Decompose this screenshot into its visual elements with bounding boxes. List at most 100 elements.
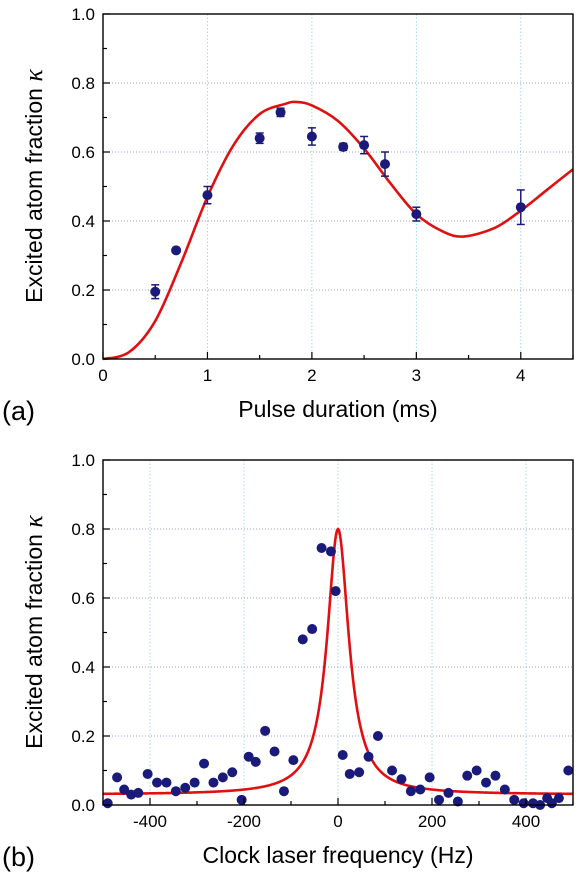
panel-a-grid bbox=[103, 14, 573, 359]
panel-b-data-point bbox=[236, 794, 247, 805]
panel-a-y-tick-label: 0.8 bbox=[71, 74, 95, 93]
panel-b-data-point bbox=[161, 777, 172, 788]
panel-b-y-tick-label: 1.0 bbox=[71, 451, 95, 470]
panel-b-data-point bbox=[278, 786, 289, 797]
panel-b-data-point bbox=[227, 767, 238, 778]
panel-a-y-axis-kappa-symbol: κ bbox=[19, 69, 48, 82]
panel-a-fit-line bbox=[102, 100, 574, 361]
panel-a-y-tick-label: 0.4 bbox=[71, 212, 95, 231]
panel-a-data-point bbox=[380, 159, 390, 170]
panel-a-data-point bbox=[359, 140, 370, 151]
panel-b-data-point bbox=[250, 756, 261, 767]
panel-a-chart: 0 1 2 3 4 0.0 0.2 0.4 0.6 0.8 1.0 Pulse duration (… bbox=[2, 5, 574, 426]
panel-b-label: (b) bbox=[2, 842, 35, 872]
panel-b-data-point bbox=[452, 796, 463, 807]
panel-b-data-point bbox=[344, 768, 355, 779]
panel-a-data-point bbox=[411, 209, 422, 220]
panel-b-x-tick-label: -200 bbox=[227, 812, 261, 831]
panel-b-data-point bbox=[443, 787, 454, 798]
panel-a-data-point bbox=[275, 107, 286, 118]
panel-b-y-axis-kappa-symbol: κ bbox=[19, 515, 48, 528]
panel-a-data-point bbox=[171, 245, 182, 256]
panel-a-x-tick-label: 4 bbox=[516, 366, 525, 385]
panel-b-data-point bbox=[112, 772, 123, 783]
panel-a-y-tick-label: 0.2 bbox=[71, 281, 95, 300]
panel-a-data-point bbox=[306, 131, 317, 142]
panel-b-x-tick-label: 400 bbox=[512, 812, 540, 831]
panel-b-data-points bbox=[102, 542, 574, 810]
panel-b-data-point bbox=[518, 798, 529, 809]
panel-a-data-point bbox=[150, 286, 161, 297]
panel-a-y-tick-label: 0.6 bbox=[71, 143, 95, 162]
panel-b-data-point bbox=[199, 758, 210, 769]
panel-b-data-point bbox=[243, 751, 254, 762]
panel-b-y-axis-label: Excited atom fraction κ bbox=[19, 515, 48, 749]
panel-b-y-tick-label: 0.4 bbox=[71, 658, 95, 677]
panel-a-data-point bbox=[338, 141, 349, 152]
panel-b-y-tick-label: 0.6 bbox=[71, 589, 95, 608]
panel-b-data-point bbox=[307, 624, 318, 635]
panel-b-data-point bbox=[170, 786, 181, 797]
panel-b-data-point bbox=[354, 767, 365, 778]
panel-b-data-point bbox=[297, 634, 308, 645]
panel-b-x-tick-label: -400 bbox=[133, 812, 167, 831]
panel-a-data-point bbox=[515, 202, 526, 213]
panel-b-chart: -400 -200 0 200 400 0.0 0.2 0.4 0.6 0.8 1.0 Clock … bbox=[2, 451, 574, 872]
panel-b-data-point bbox=[217, 772, 228, 783]
panel-b-grid bbox=[103, 460, 573, 805]
panel-b-data-point bbox=[415, 784, 426, 795]
panel-b-data-point bbox=[499, 784, 510, 795]
panel-a-x-tick-label: 3 bbox=[412, 366, 421, 385]
panel-a-plot-frame bbox=[102, 13, 574, 360]
panel-b-y-tick-label: 0.8 bbox=[71, 520, 95, 539]
panel-b-data-point bbox=[189, 777, 200, 788]
panel-b-data-point bbox=[133, 787, 144, 798]
panel-a-x-tick-label: 2 bbox=[307, 366, 316, 385]
panel-a-data-point bbox=[202, 190, 213, 201]
panel-b-data-point bbox=[462, 770, 473, 781]
panel-b-data-point bbox=[152, 777, 163, 788]
panel-a-fit-curve bbox=[102, 100, 574, 361]
panel-b-data-point bbox=[363, 751, 374, 762]
panel-b-data-point bbox=[330, 586, 341, 597]
panel-b-data-point bbox=[509, 794, 520, 805]
panel-b-data-point bbox=[180, 782, 191, 793]
panel-b-fit-curve bbox=[102, 527, 574, 796]
panel-b-data-point bbox=[372, 731, 383, 741]
panel-b-x-axis-label: Clock laser frequency (Hz) bbox=[203, 842, 474, 868]
panel-b-data-point bbox=[424, 772, 435, 783]
panel-b-data-point bbox=[260, 725, 271, 736]
panel-b-data-point bbox=[325, 546, 336, 557]
panel-b-fit-line bbox=[102, 527, 574, 796]
panel-b-y-tick-label: 0.2 bbox=[71, 727, 95, 746]
panel-a-x-tick-label: 1 bbox=[203, 366, 212, 385]
panel-b-data-point bbox=[387, 765, 398, 776]
panel-a-data-point bbox=[254, 133, 265, 144]
panel-b-data-point bbox=[142, 768, 153, 779]
panel-b-x-tick-label: 0 bbox=[333, 812, 342, 831]
panel-b-data-point bbox=[269, 746, 280, 757]
panel-a-y-axis-label-text: Excited atom fraction bbox=[21, 88, 47, 303]
panel-a-y-tick-label: 0.0 bbox=[71, 350, 95, 369]
panel-b-data-point bbox=[337, 749, 348, 760]
panel-a-y-tick-label: 1.0 bbox=[71, 5, 95, 24]
panel-b-data-point bbox=[405, 786, 416, 797]
panel-a-label: (a) bbox=[2, 396, 35, 426]
panel-a-ticks: 0 1 2 3 4 0.0 0.2 0.4 0.6 0.8 1.0 bbox=[71, 5, 574, 385]
panel-b-data-point bbox=[288, 755, 299, 766]
panel-b-ticks: -400 -200 0 200 400 0.0 0.2 0.4 0.6 0.8 1.0 bbox=[71, 451, 574, 831]
panel-b-data-point bbox=[396, 774, 407, 785]
panel-b-data-point bbox=[481, 777, 492, 788]
panel-b-data-point bbox=[490, 770, 501, 781]
panel-b-data-point bbox=[434, 794, 445, 805]
panel-b-data-point bbox=[119, 784, 130, 795]
panel-b-data-point bbox=[553, 793, 564, 804]
panel-a-x-axis-label: Pulse duration (ms) bbox=[238, 396, 437, 422]
panel-b-data-point bbox=[471, 765, 482, 776]
panel-b-data-point bbox=[546, 798, 557, 809]
panel-a-data-points bbox=[150, 107, 526, 300]
panel-b-y-axis-label-text: Excited atom fraction bbox=[21, 534, 47, 749]
panel-b-data-point bbox=[208, 777, 219, 788]
panel-b-data-point bbox=[102, 798, 113, 809]
